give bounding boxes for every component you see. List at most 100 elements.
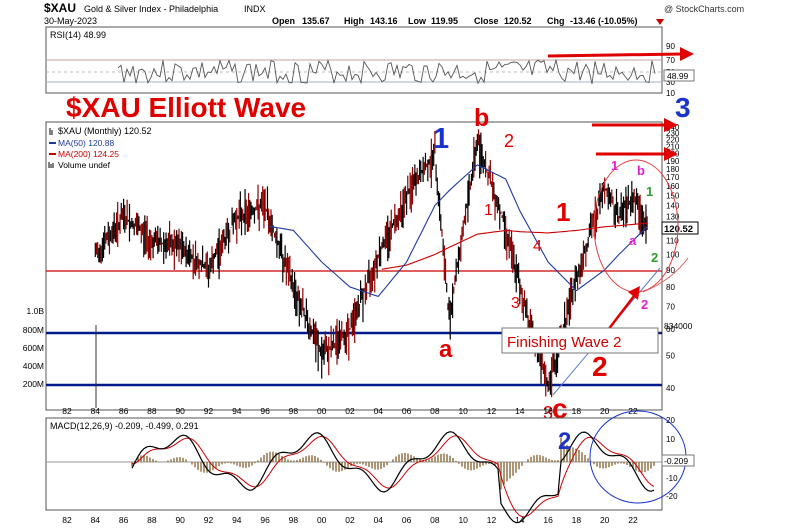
macd-tick-label: 20 bbox=[666, 416, 675, 425]
rsi-target-arrow-shaft bbox=[547, 52, 683, 58]
macd-signal-line bbox=[131, 435, 655, 518]
low-value: 119.95 bbox=[431, 16, 458, 26]
price-tick-label: 150 bbox=[666, 191, 680, 200]
x-tick-label: 04 bbox=[374, 515, 384, 525]
finishing-arrow-head bbox=[628, 286, 640, 300]
price-tick-label: 190 bbox=[666, 157, 680, 166]
wave-label-3-blue: 3 bbox=[675, 92, 691, 123]
wave-label-b-magenta: b bbox=[637, 163, 645, 178]
x-tick-label: 82 bbox=[62, 406, 72, 416]
x-tick-label: 84 bbox=[91, 406, 101, 416]
credit: @ StockCharts.com bbox=[664, 4, 744, 14]
x-tick-label: 86 bbox=[119, 406, 129, 416]
x-tick-label: 08 bbox=[430, 515, 440, 525]
price-target-arrow-2-head bbox=[664, 147, 678, 161]
x-tick-label: 88 bbox=[147, 406, 157, 416]
symbol: $XAU bbox=[44, 1, 76, 15]
price-tick-label: 50 bbox=[666, 351, 675, 360]
finishing-arrow-shaft bbox=[607, 295, 635, 331]
x-tick-label: 02 bbox=[345, 406, 355, 416]
price-extra-label: 834000 bbox=[664, 321, 693, 331]
exchange: INDX bbox=[244, 4, 266, 14]
close-value: 120.52 bbox=[504, 16, 532, 26]
rsi-tick-label: 10 bbox=[666, 89, 675, 98]
candle-icon bbox=[49, 128, 53, 135]
curved-red-arrow bbox=[642, 257, 689, 293]
x-tick-label: 92 bbox=[204, 515, 214, 525]
legend-ma200: MA(200) 124.25 bbox=[58, 149, 119, 159]
price-tick-label: 140 bbox=[666, 202, 680, 211]
open-label: Open bbox=[272, 16, 295, 26]
volume-tick-label: 200M bbox=[23, 379, 44, 389]
price-tick-label: 210 bbox=[666, 142, 680, 151]
x-tick-label: 94 bbox=[232, 406, 242, 416]
x-tick-label: 02 bbox=[345, 515, 355, 525]
chart-date: 30-May-2023 bbox=[44, 16, 97, 26]
x-tick-label: 14 bbox=[515, 406, 525, 416]
price-tick-label: 220 bbox=[666, 136, 680, 145]
price-tick-label: 90 bbox=[666, 266, 675, 275]
macd-histogram bbox=[131, 437, 655, 490]
price-last-value: 120.52 bbox=[664, 224, 693, 235]
x-tick-label: 04 bbox=[374, 406, 384, 416]
low-label: Low bbox=[408, 16, 427, 26]
legend-ma50: MA(50) 120.88 bbox=[58, 138, 114, 148]
x-tick-label: 12 bbox=[487, 406, 497, 416]
price-tick-label: 80 bbox=[666, 283, 675, 292]
x-tick-label: 20 bbox=[600, 406, 610, 416]
macd-tick-label: 10 bbox=[666, 435, 675, 444]
rsi-value-box bbox=[663, 69, 695, 82]
wave-label-2-red: 2 bbox=[504, 131, 514, 151]
volume-tick-label: 600M bbox=[23, 343, 44, 353]
rsi-target-arrow-head bbox=[680, 47, 694, 61]
legend-main: $XAU (Monthly) 120.52 bbox=[58, 126, 152, 136]
x-tick-label: 82 bbox=[62, 515, 72, 525]
x-tick-label: 18 bbox=[572, 406, 582, 416]
volume-tick-label: 1.0B bbox=[27, 306, 45, 316]
macd-line bbox=[131, 431, 655, 524]
wave-label-b: b bbox=[474, 104, 489, 132]
price-tick-label: 170 bbox=[666, 173, 680, 182]
x-tick-label: 10 bbox=[458, 515, 468, 525]
wave-label-2-big: 2 bbox=[592, 351, 608, 382]
legend-volume: Volume undef bbox=[58, 160, 111, 170]
wave-label-3: 3 bbox=[511, 295, 520, 312]
x-tick-label: 06 bbox=[402, 406, 412, 416]
x-tick-label: 16 bbox=[543, 406, 553, 416]
wave-label-c: c bbox=[552, 393, 568, 424]
x-tick-label: 16 bbox=[543, 515, 553, 525]
x-tick-label: 08 bbox=[430, 406, 440, 416]
open-value: 135.67 bbox=[302, 16, 330, 26]
wave-label-4: 4 bbox=[533, 238, 542, 255]
x-tick-label: 10 bbox=[458, 406, 468, 416]
close-label: Close bbox=[474, 16, 499, 26]
wave-label-2-blue: 2 bbox=[558, 428, 571, 455]
rsi-tick-label: 30 bbox=[666, 78, 675, 87]
x-tick-label: 22 bbox=[628, 515, 638, 525]
price-tick-label: 160 bbox=[666, 182, 680, 191]
index-name: Gold & Silver Index - Philadelphia bbox=[84, 4, 218, 14]
rsi-tick-label: 70 bbox=[666, 56, 675, 65]
chg-label: Chg bbox=[547, 16, 565, 26]
rsi-label: RSI(14) 48.99 bbox=[50, 30, 106, 40]
price-tick-label: 60 bbox=[666, 325, 675, 334]
x-tick-label: 94 bbox=[232, 515, 242, 525]
ma50-line bbox=[268, 164, 648, 298]
price-tick-label: 40 bbox=[666, 384, 675, 393]
x-tick-label: 98 bbox=[289, 515, 299, 525]
x-tick-label: 96 bbox=[260, 406, 270, 416]
x-tick-label: 06 bbox=[402, 515, 412, 525]
x-tick-label: 00 bbox=[317, 406, 327, 416]
x-axis-bottom: 82 84 86 88 90 92 94 96 98 00 02 04 06 08 10 12 14 16 18 20… bbox=[62, 515, 638, 525]
macd-tick-label: -10 bbox=[666, 474, 678, 483]
price-tick-label: 100 bbox=[666, 251, 680, 260]
x-tick-label: 84 bbox=[91, 515, 101, 525]
price-tick-label: 230 bbox=[666, 129, 680, 138]
wave-label-1-mid: 1 bbox=[484, 202, 493, 219]
price-tick-label: 180 bbox=[666, 165, 680, 174]
volume-axis: 1.0B 800M 600M 400M 200M bbox=[23, 306, 45, 389]
price-target-arrow-1-head bbox=[664, 118, 678, 132]
x-tick-label: 92 bbox=[204, 406, 214, 416]
volume-tick-label: 400M bbox=[23, 361, 44, 371]
chart-title: $XAU Elliott Wave bbox=[66, 92, 306, 123]
